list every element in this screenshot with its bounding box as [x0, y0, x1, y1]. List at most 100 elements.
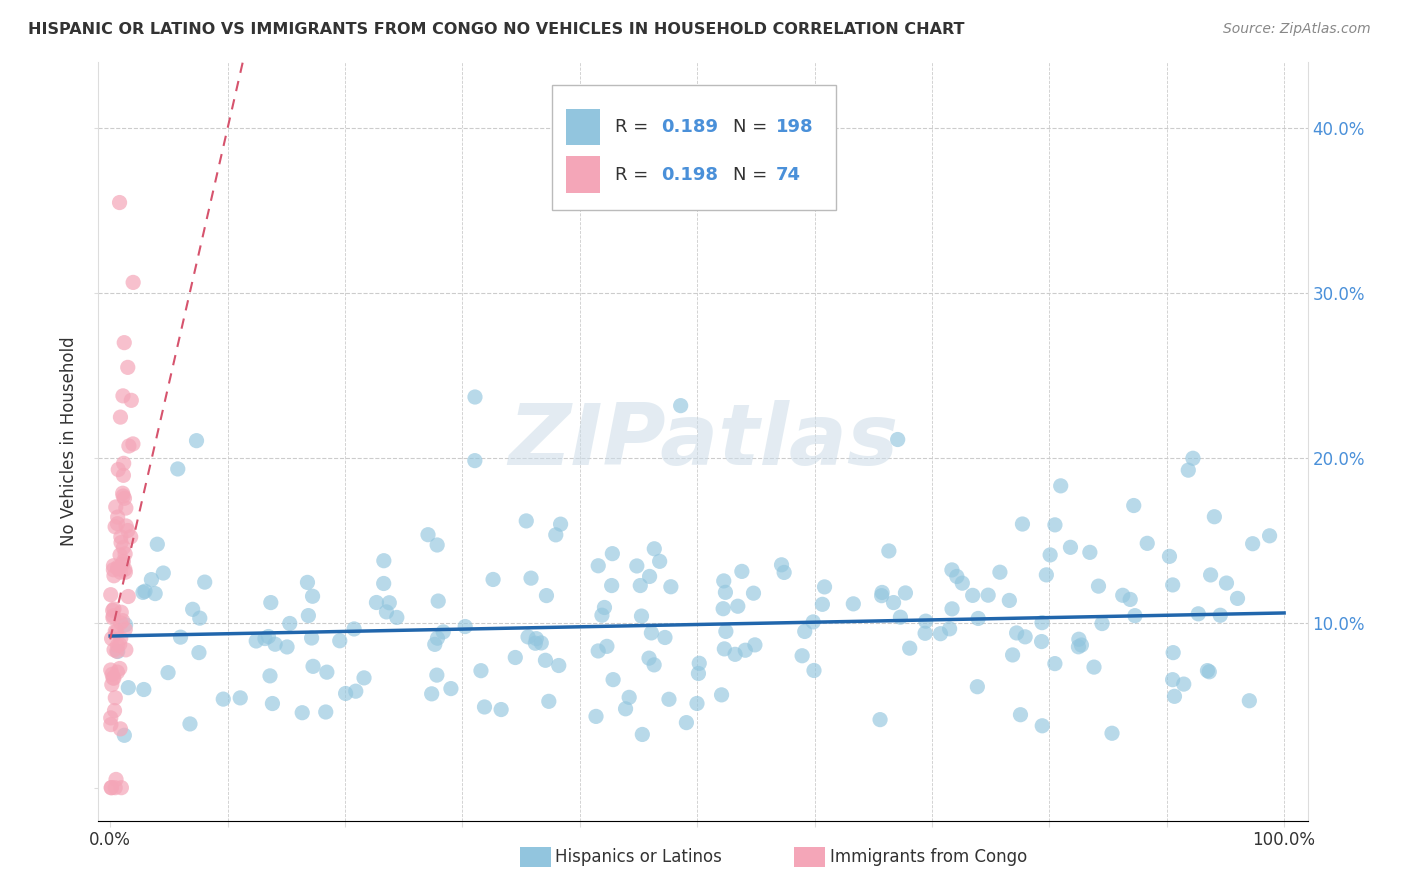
Point [686, 697, 709, 711]
Point [100, 632, 122, 646]
Point [353, 671, 375, 685]
Point [111, 614, 134, 628]
Bar [567, 156, 600, 193]
Point [112, 468, 135, 483]
Point [1070, 638, 1092, 652]
Text: R =: R = [614, 118, 654, 136]
Point [194, 575, 217, 590]
Point [675, 715, 697, 730]
Point [122, 437, 145, 451]
Point [114, 622, 136, 636]
Point [744, 638, 766, 652]
Point [602, 673, 624, 687]
Point [375, 605, 398, 619]
Point [118, 439, 141, 453]
Point [103, 642, 125, 657]
Point [103, 608, 125, 623]
Point [117, 681, 139, 695]
Point [262, 697, 284, 711]
Point [112, 335, 135, 350]
Point [107, 516, 129, 531]
Point [869, 713, 891, 727]
Point [1043, 517, 1066, 532]
Point [104, 520, 127, 534]
Point [630, 609, 652, 624]
Text: Hispanics or Latinos: Hispanics or Latinos [555, 848, 723, 866]
Point [297, 575, 319, 590]
Point [315, 705, 337, 719]
Text: Source: ZipAtlas.com: Source: ZipAtlas.com [1223, 22, 1371, 37]
Point [1123, 608, 1146, 623]
Point [229, 690, 252, 705]
Point [929, 626, 952, 640]
Point [870, 585, 893, 599]
Point [157, 665, 180, 680]
Point [134, 584, 156, 599]
Point [734, 643, 756, 657]
Point [536, 589, 558, 603]
Point [344, 684, 367, 698]
Point [792, 648, 814, 663]
Point [103, 568, 125, 582]
Point [550, 517, 572, 532]
Point [727, 599, 749, 614]
Point [714, 585, 737, 599]
Point [967, 611, 990, 625]
Point [1031, 719, 1053, 733]
Point [877, 544, 900, 558]
Point [114, 562, 136, 576]
Point [1161, 578, 1184, 592]
Point [107, 665, 129, 679]
Point [1173, 677, 1195, 691]
Point [1043, 657, 1066, 671]
Point [1091, 616, 1114, 631]
Point [110, 410, 132, 425]
Point [115, 501, 138, 516]
Point [110, 632, 132, 646]
Text: 0.198: 0.198 [661, 166, 717, 184]
Point [1010, 707, 1032, 722]
Point [742, 586, 765, 600]
Point [547, 658, 569, 673]
Point [329, 633, 352, 648]
Point [112, 541, 135, 555]
Point [544, 528, 567, 542]
Bar [567, 109, 600, 145]
Point [143, 586, 166, 600]
Point [103, 563, 125, 577]
Point [112, 728, 135, 742]
Point [586, 558, 609, 573]
Y-axis label: No Vehicles in Household: No Vehicles in Household [60, 336, 79, 547]
Point [530, 636, 553, 650]
Point [883, 596, 905, 610]
Point [524, 632, 547, 646]
Point [1059, 541, 1081, 555]
Point [801, 615, 824, 629]
Point [122, 276, 145, 290]
Point [257, 630, 280, 644]
Point [773, 566, 796, 580]
Point [103, 558, 125, 573]
Point [423, 637, 446, 651]
Point [432, 624, 454, 639]
Point [489, 702, 512, 716]
Point [166, 462, 188, 476]
Point [1031, 615, 1053, 630]
Point [426, 668, 449, 682]
Text: Immigrants from Congo: Immigrants from Congo [830, 848, 1026, 866]
Point [100, 780, 122, 795]
Point [101, 603, 124, 617]
Point [132, 682, 155, 697]
Point [1005, 626, 1028, 640]
Point [770, 558, 793, 572]
Point [100, 711, 122, 725]
Point [654, 631, 676, 645]
Point [117, 524, 139, 538]
Point [537, 694, 560, 708]
Point [110, 535, 132, 549]
Point [112, 489, 135, 503]
Point [464, 390, 486, 404]
Point [640, 626, 662, 640]
Point [104, 780, 127, 795]
Point [503, 650, 526, 665]
